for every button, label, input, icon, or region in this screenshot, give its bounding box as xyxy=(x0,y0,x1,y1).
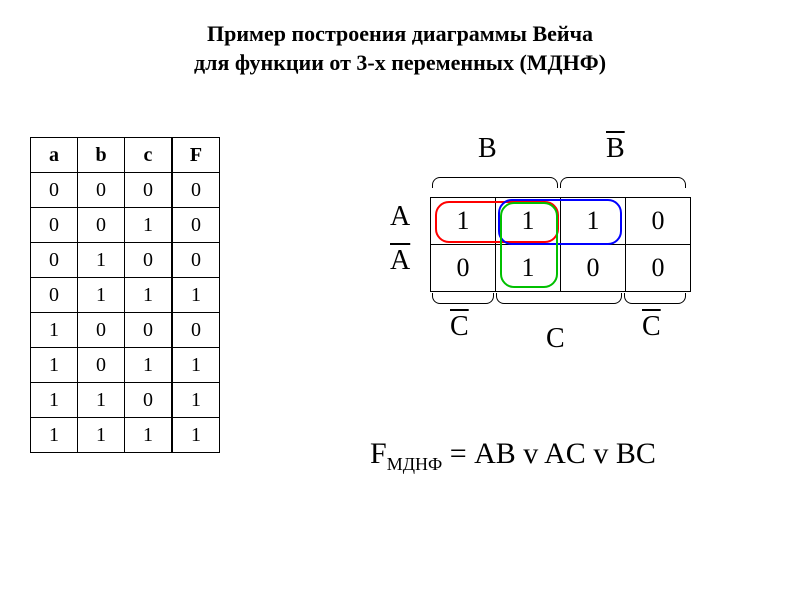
truth-table-header-row: a b c F xyxy=(31,138,220,173)
table-cell: 1 xyxy=(31,313,78,348)
table-row: 0000 xyxy=(31,173,220,208)
formula: FМДНФ = AB v AC v BC xyxy=(370,437,656,475)
veitch-cell: 1 xyxy=(496,245,561,292)
table-row: 0100 xyxy=(31,243,220,278)
label-Cbar-left: C xyxy=(450,311,469,343)
table-cell: 0 xyxy=(125,173,173,208)
table-cell: 0 xyxy=(31,208,78,243)
table-cell: 0 xyxy=(125,243,173,278)
brace-bottom xyxy=(432,293,494,304)
formula-rhs: = AB v AC v BC xyxy=(442,437,656,470)
table-cell: 0 xyxy=(31,173,78,208)
table-cell: 0 xyxy=(125,383,173,418)
table-cell: 1 xyxy=(78,278,125,313)
table-cell: 0 xyxy=(172,313,220,348)
table-row: 1000 xyxy=(31,313,220,348)
label-C: C xyxy=(546,323,565,355)
table-cell: 1 xyxy=(172,383,220,418)
veitch-cell: 0 xyxy=(561,245,626,292)
label-A: A xyxy=(390,201,410,233)
brace-top xyxy=(432,177,558,188)
veitch-cell: 0 xyxy=(626,245,691,292)
table-cell: 1 xyxy=(31,418,78,453)
veitch-row: 0 1 0 0 xyxy=(431,245,691,292)
table-cell: 1 xyxy=(125,278,173,313)
table-cell: 1 xyxy=(125,418,173,453)
th-a: a xyxy=(31,138,78,173)
table-cell: 1 xyxy=(78,243,125,278)
formula-sub: МДНФ xyxy=(387,454,443,474)
table-cell: 0 xyxy=(78,208,125,243)
table-cell: 0 xyxy=(78,173,125,208)
table-cell: 0 xyxy=(172,173,220,208)
truth-table-body: 00000010010001111000101111011111 xyxy=(31,173,220,453)
brace-bottom xyxy=(496,293,622,304)
table-row: 1101 xyxy=(31,383,220,418)
table-cell: 0 xyxy=(172,243,220,278)
content-area: a b c F 00000010010001111000101111011111… xyxy=(0,77,800,577)
table-cell: 0 xyxy=(172,208,220,243)
th-c: c xyxy=(125,138,173,173)
table-row: 1011 xyxy=(31,348,220,383)
th-F: F xyxy=(172,138,220,173)
table-cell: 1 xyxy=(172,418,220,453)
formula-lhs: F xyxy=(370,437,387,470)
label-Abar: A xyxy=(390,245,410,277)
table-cell: 1 xyxy=(172,278,220,313)
veitch-diagram: B B A A 1 1 1 0 0 1 0 0 xyxy=(370,127,770,387)
veitch-cell: 1 xyxy=(561,198,626,245)
label-B: B xyxy=(478,133,497,165)
table-row: 0010 xyxy=(31,208,220,243)
table-cell: 0 xyxy=(78,348,125,383)
table-cell: 0 xyxy=(78,313,125,348)
page-title: Пример построения диаграммы Вейча для фу… xyxy=(0,0,800,77)
table-cell: 1 xyxy=(31,383,78,418)
table-cell: 1 xyxy=(31,348,78,383)
table-cell: 0 xyxy=(31,243,78,278)
veitch-cell: 0 xyxy=(431,245,496,292)
title-line1: Пример построения диаграммы Вейча xyxy=(207,21,593,46)
table-cell: 1 xyxy=(125,348,173,383)
table-cell: 0 xyxy=(31,278,78,313)
veitch-row: 1 1 1 0 xyxy=(431,198,691,245)
table-row: 0111 xyxy=(31,278,220,313)
brace-bottom xyxy=(624,293,686,304)
brace-top xyxy=(560,177,686,188)
title-line2: для функции от 3-х переменных (МДНФ) xyxy=(194,50,606,75)
veitch-cell: 1 xyxy=(431,198,496,245)
table-cell: 0 xyxy=(125,313,173,348)
label-Cbar-right: C xyxy=(642,311,661,343)
table-row: 1111 xyxy=(31,418,220,453)
truth-table: a b c F 00000010010001111000101111011111 xyxy=(30,137,220,453)
table-cell: 1 xyxy=(78,418,125,453)
table-cell: 1 xyxy=(172,348,220,383)
th-b: b xyxy=(78,138,125,173)
table-cell: 1 xyxy=(78,383,125,418)
label-Bbar: B xyxy=(606,133,625,165)
veitch-cell: 0 xyxy=(626,198,691,245)
veitch-grid: 1 1 1 0 0 1 0 0 xyxy=(430,197,691,292)
table-cell: 1 xyxy=(125,208,173,243)
veitch-cell: 1 xyxy=(496,198,561,245)
